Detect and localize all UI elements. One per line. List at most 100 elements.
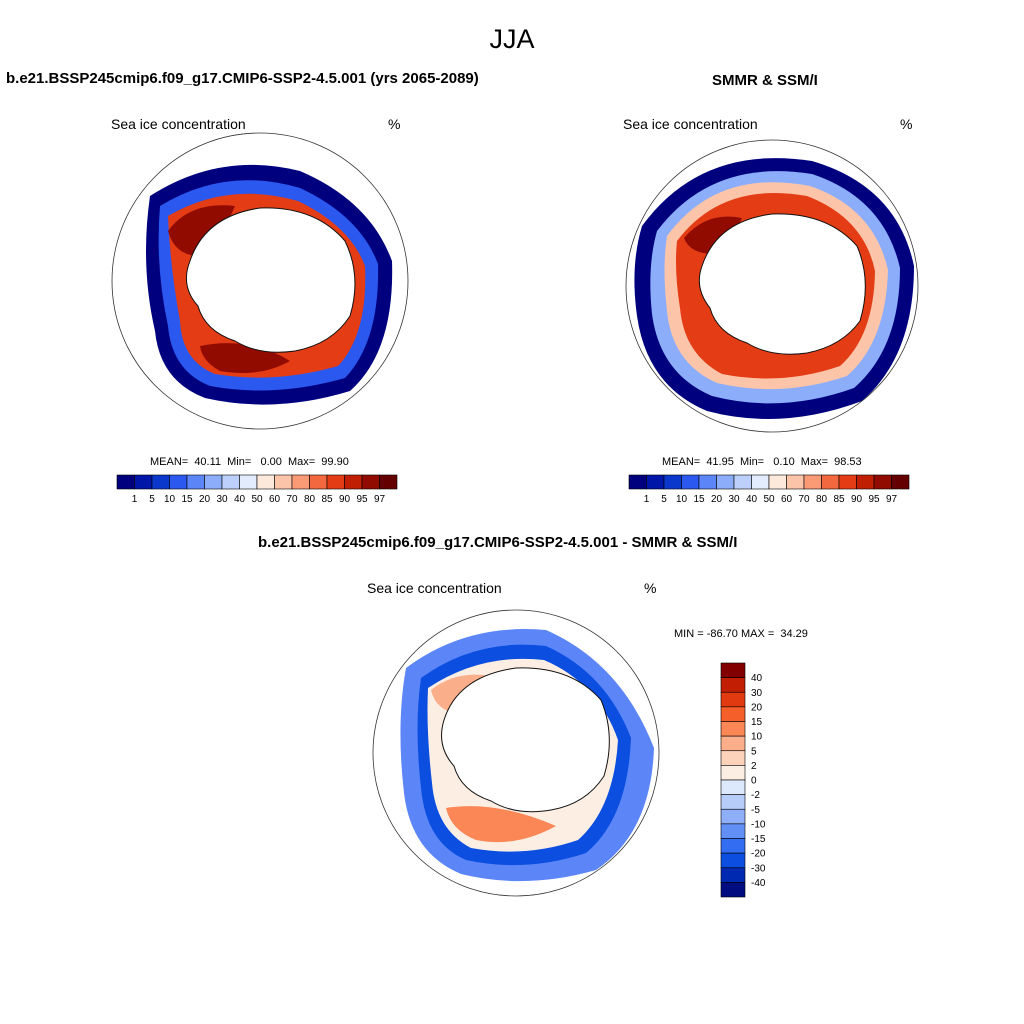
- colorbar-swatch: [803, 474, 822, 490]
- colorbar-swatch: [720, 867, 746, 883]
- colorbar-tick-label: 15: [693, 494, 705, 505]
- colorbar-tick-label: 15: [181, 494, 193, 505]
- colorbar-swatch: [856, 474, 875, 490]
- colorbar-tick-label: 30: [216, 494, 228, 505]
- colorbar-tick-label: 30: [751, 688, 763, 699]
- colorbar-swatch: [720, 838, 746, 854]
- colorbar-tick-label: 80: [816, 494, 828, 505]
- panel-1-units-label: %: [388, 116, 401, 132]
- panel-3-map: [372, 609, 660, 897]
- colorbar-swatch: [768, 474, 787, 490]
- colorbar-swatch: [720, 779, 746, 795]
- colorbar-tick-label: 40: [234, 494, 246, 505]
- colorbar-swatch: [169, 474, 188, 490]
- colorbar-tick-label: 30: [728, 494, 740, 505]
- colorbar-tick-label: 60: [269, 494, 281, 505]
- panel-2-units-label: %: [900, 116, 913, 132]
- colorbar-tick-label: 50: [251, 494, 263, 505]
- colorbar-tick-label: 60: [781, 494, 793, 505]
- colorbar-swatch: [720, 721, 746, 737]
- colorbar-swatch: [663, 474, 682, 490]
- colorbar-swatch: [379, 474, 398, 490]
- panel-2-ice-max-weddell: [684, 216, 742, 254]
- colorbar-tick-label: 10: [164, 494, 176, 505]
- colorbar-tick-label: 90: [851, 494, 863, 505]
- colorbar-swatch: [720, 794, 746, 810]
- colorbar-swatch: [720, 882, 746, 898]
- panel-1-title: b.e21.BSSP245cmip6.f09_g17.CMIP6-SSP2-4.…: [6, 70, 479, 87]
- panel-2-stats: MEAN= 41.95 Min= 0.10 Max= 98.53: [662, 456, 862, 468]
- panel-2-map-boundary: [625, 139, 919, 433]
- colorbar-tick-label: 5: [661, 494, 667, 505]
- panel-1-map: [111, 132, 409, 430]
- panel-1-antarctica: [185, 207, 356, 353]
- colorbar-tick-label: 95: [356, 494, 368, 505]
- panel-1-stats: MEAN= 40.11 Min= 0.00 Max= 99.90: [150, 456, 349, 468]
- colorbar-swatch: [891, 474, 910, 490]
- colorbar-tick-label: 40: [746, 494, 758, 505]
- colorbar-tick-label: 20: [751, 702, 763, 713]
- colorbar-swatch: [720, 852, 746, 869]
- colorbar-swatch: [720, 808, 746, 825]
- colorbar-swatch: [733, 474, 752, 490]
- colorbar-tick-label: 15: [751, 717, 763, 728]
- panel-3-map-boundary: [372, 609, 660, 897]
- colorbar-tick-label: 40: [751, 673, 763, 684]
- colorbar-swatch: [646, 474, 665, 490]
- colorbar-swatch: [838, 474, 857, 490]
- colorbar-tick-label: 97: [374, 494, 386, 505]
- colorbar-tick-label: -2: [751, 790, 760, 801]
- colorbar-swatch: [291, 474, 310, 490]
- panel-3-antarctica: [441, 667, 610, 813]
- colorbar-tick-label: 95: [868, 494, 880, 505]
- colorbar-swatch: [751, 474, 770, 490]
- colorbar-swatch: [720, 662, 746, 678]
- colorbar-tick-label: -10: [751, 819, 766, 830]
- colorbar-tick-label: 0: [751, 776, 757, 787]
- colorbar-swatch: [361, 474, 380, 490]
- panel-3-title: b.e21.BSSP245cmip6.f09_g17.CMIP6-SSP2-4.…: [258, 534, 738, 551]
- colorbar-swatch: [720, 691, 746, 708]
- colorbar-tick-label: -30: [751, 863, 766, 874]
- panel-1-ice-max-weddell: [168, 205, 235, 256]
- colorbar-swatch: [204, 474, 223, 490]
- panel-3-stats: MIN = -86.70 MAX = 34.29: [674, 628, 808, 640]
- colorbar-tick-label: -5: [751, 805, 760, 816]
- panel-2-antarctica: [698, 213, 866, 355]
- panel-3-units-label: %: [644, 580, 657, 596]
- panel-3-diff-positive-ross: [446, 806, 556, 843]
- colorbar-swatch: [274, 474, 293, 490]
- colorbar-swatch: [720, 823, 746, 839]
- colorbar-swatch: [256, 474, 275, 490]
- colorbar-swatch: [720, 765, 746, 781]
- colorbar-tick-label: 1: [644, 494, 650, 505]
- colorbar-swatch: [720, 750, 746, 766]
- colorbar-tick-label: 90: [339, 494, 351, 505]
- panel-2-left-label: Sea ice concentration: [623, 116, 758, 132]
- panel-3-left-label: Sea ice concentration: [367, 580, 502, 596]
- colorbar-swatch: [720, 677, 746, 693]
- colorbar-swatch: [786, 474, 805, 490]
- colorbar-tick-label: 70: [798, 494, 810, 505]
- colorbar-tick-label: 2: [751, 761, 757, 772]
- colorbar-swatch: [681, 474, 700, 490]
- colorbar-swatch: [116, 474, 135, 490]
- panel-2-colorbar: 1 5 10 15 20 30 40 50 60 70 80 85 90 95 97: [628, 474, 910, 505]
- colorbar-swatch: [134, 474, 153, 490]
- panel-1-map-boundary: [111, 132, 409, 430]
- colorbar-tick-label: 20: [199, 494, 211, 505]
- colorbar-tick-label: 85: [833, 494, 845, 505]
- colorbar-swatch: [239, 474, 258, 490]
- colorbar-swatch: [716, 474, 735, 490]
- colorbar-swatch: [221, 474, 240, 490]
- colorbar-tick-label: 70: [286, 494, 298, 505]
- colorbar-swatch: [873, 474, 892, 490]
- colorbar-swatch: [186, 474, 205, 490]
- panel-1-left-label: Sea ice concentration: [111, 116, 246, 132]
- colorbar-tick-label: -40: [751, 878, 766, 889]
- panel-2-title: SMMR & SSM/I: [712, 72, 818, 89]
- colorbar-tick-label: 1: [132, 494, 138, 505]
- colorbar-tick-label: 50: [763, 494, 775, 505]
- colorbar-swatch: [628, 474, 647, 490]
